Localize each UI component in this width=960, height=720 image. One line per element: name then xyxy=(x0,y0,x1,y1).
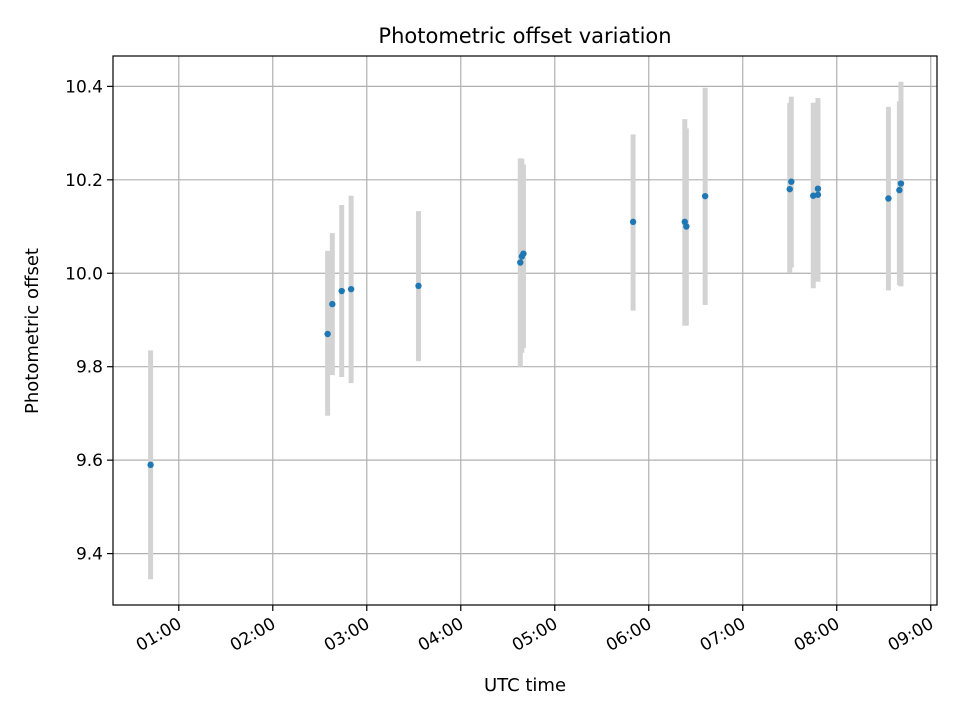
data-point xyxy=(896,186,903,194)
data-point xyxy=(701,192,709,200)
data-point xyxy=(629,218,637,226)
data-point xyxy=(517,259,524,266)
y-axis-ticks: 9.4 9.6 9.8 10.0 10.2 10.4 xyxy=(65,77,113,565)
data-point xyxy=(814,191,822,198)
y-tick-label: 10.4 xyxy=(65,77,103,97)
grid xyxy=(113,56,937,605)
chart-title: Photometric offset variation xyxy=(378,24,671,48)
data-point xyxy=(786,185,793,193)
y-axis-label: Photometric offset xyxy=(22,248,43,414)
y-tick-label: 9.8 xyxy=(76,358,103,378)
data-point xyxy=(324,330,331,338)
data-point xyxy=(147,461,154,469)
data-point xyxy=(338,287,345,295)
y-tick-label: 10.2 xyxy=(65,171,103,191)
data-point xyxy=(885,195,892,202)
y-tick-label: 9.4 xyxy=(76,545,103,565)
data-point xyxy=(347,285,355,293)
data-point xyxy=(683,223,690,230)
x-axis-label: UTC time xyxy=(484,675,566,696)
data-point xyxy=(897,180,905,187)
data-point xyxy=(788,178,795,185)
data-point xyxy=(415,282,422,290)
y-tick-label: 9.6 xyxy=(76,451,103,471)
plot-frame xyxy=(112,55,938,606)
data-point xyxy=(814,185,822,192)
data-point xyxy=(520,250,527,257)
y-tick-label: 10.0 xyxy=(65,264,103,284)
data-points xyxy=(147,178,905,469)
data-point xyxy=(329,300,336,308)
